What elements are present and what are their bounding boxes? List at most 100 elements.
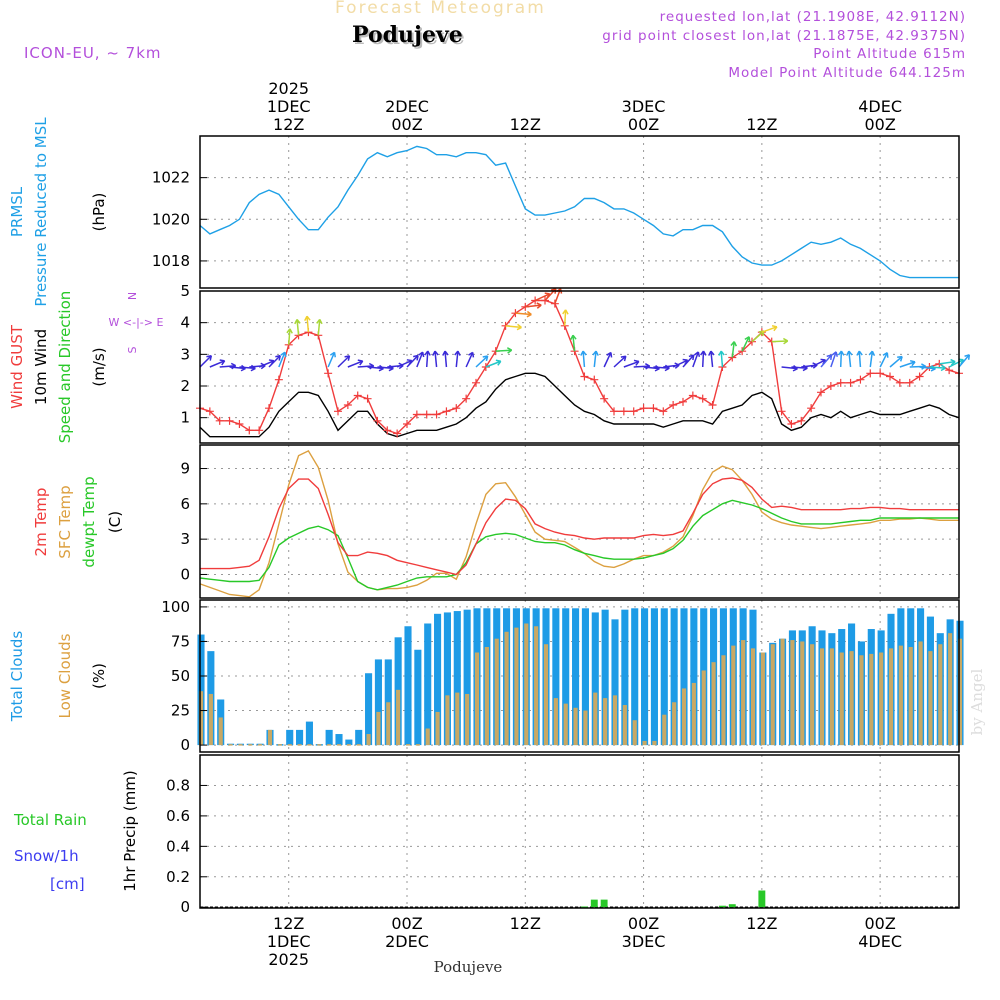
wind-arrow xyxy=(525,304,542,308)
total-cloud-bar xyxy=(690,608,698,746)
wind-arrow xyxy=(948,359,964,368)
gust-marker xyxy=(481,363,490,371)
gust-marker xyxy=(265,404,273,413)
low-cloud-bar xyxy=(356,744,361,746)
wind-arrow-head xyxy=(206,354,213,361)
low-cloud-bar xyxy=(376,711,381,746)
wind-arrow xyxy=(958,354,970,368)
low-cloud-bar xyxy=(524,623,529,746)
y-axis-unit: (m/s) xyxy=(90,347,108,386)
gust-marker xyxy=(787,420,796,428)
wind-arrow xyxy=(623,360,640,368)
total-cloud-bar xyxy=(335,734,343,746)
model-label: ICON-EU, ~ 7km xyxy=(24,44,162,62)
low-cloud-bar xyxy=(396,689,401,746)
wind-arrow xyxy=(741,336,750,352)
gust-marker xyxy=(215,416,224,425)
gust-marker xyxy=(550,299,559,308)
low-cloud-bar xyxy=(681,688,687,746)
dewpt-temp-line xyxy=(199,499,959,591)
low-cloud-bar xyxy=(287,744,292,746)
gust-marker xyxy=(580,372,589,381)
gust-marker xyxy=(334,407,342,416)
total-cloud-bar xyxy=(680,608,688,746)
wind-arrow-head xyxy=(562,309,569,315)
gust-marker xyxy=(905,378,914,387)
wind-arrow xyxy=(839,350,843,368)
wind-arrow xyxy=(633,365,650,368)
wind-arrow xyxy=(919,366,936,370)
gust-marker xyxy=(353,391,362,400)
top-time-label: 00Z xyxy=(628,115,659,134)
bottom-time-label: 12Z xyxy=(510,914,541,933)
total-cloud-bar xyxy=(414,649,422,746)
compass-south: S xyxy=(126,346,139,353)
wind-arrow xyxy=(475,355,489,368)
low-cloud-bar xyxy=(425,728,430,746)
low-cloud-bar xyxy=(918,641,923,746)
rain-bar xyxy=(718,905,726,908)
gust-marker xyxy=(590,375,599,384)
y-tick-label: 75 xyxy=(171,632,190,650)
y-axis-title: PRMSL xyxy=(8,186,26,237)
gust-marker xyxy=(836,378,845,387)
total-cloud-bar xyxy=(305,721,313,746)
sfc-temp-line xyxy=(199,449,959,598)
low-cloud-bar xyxy=(839,652,844,746)
wind-arrow-head xyxy=(424,350,431,356)
top-time-label: 4DEC xyxy=(858,97,902,116)
total-cloud-bar xyxy=(562,608,570,746)
low-cloud-bar xyxy=(632,720,637,746)
wind-arrow xyxy=(731,341,735,358)
low-cloud-bar xyxy=(198,691,204,746)
wind-arrow-head xyxy=(845,350,853,356)
wind-arrow-head xyxy=(606,351,613,358)
wind-arrow-head xyxy=(837,350,845,356)
rain-bar xyxy=(590,899,598,908)
wind-arrow-head xyxy=(831,351,838,357)
wind-arrow xyxy=(327,352,336,368)
total-cloud-bar xyxy=(621,609,629,746)
low-cloud-bar xyxy=(741,640,746,746)
wind-arrow xyxy=(869,351,874,368)
wind-arrow-head xyxy=(570,334,577,341)
gust-marker xyxy=(600,394,609,403)
low-cloud-bar xyxy=(218,717,223,746)
wind-arrow-head xyxy=(782,337,789,345)
gust-marker xyxy=(393,429,402,438)
low-cloud-bar xyxy=(711,662,716,746)
gust-marker xyxy=(452,404,461,413)
bottom-time-label: 3DEC xyxy=(622,932,666,951)
low-cloud-bar xyxy=(810,644,815,746)
wind-arrow-head xyxy=(329,351,337,358)
low-cloud-bar xyxy=(928,651,933,746)
wind-arrow xyxy=(701,350,705,368)
wind-arrow-head xyxy=(357,359,364,366)
wind-arrow-head xyxy=(418,351,425,358)
bottom-time-label: 2DEC xyxy=(385,932,429,951)
wind-arrow-head xyxy=(294,318,301,325)
low-cloud-bar xyxy=(317,744,322,746)
snow-label: Snow/1h xyxy=(14,847,79,865)
gust-marker xyxy=(619,407,628,416)
top-time-label: 12Z xyxy=(746,115,777,134)
low-cloud-bar xyxy=(750,648,756,746)
gust-marker xyxy=(274,375,283,384)
gust-marker xyxy=(442,407,451,416)
top-time-label: 1DEC xyxy=(267,97,311,116)
low-cloud-bar xyxy=(465,693,470,746)
total-cloud-bar xyxy=(325,729,333,746)
gust-marker xyxy=(205,407,214,416)
low-cloud-bar xyxy=(405,744,411,746)
wind-arrow xyxy=(357,365,374,368)
low-cloud-bar xyxy=(534,626,539,746)
low-cloud-bar xyxy=(898,645,903,746)
wind-arrow xyxy=(347,360,363,368)
y-tick-label: 0.2 xyxy=(166,868,190,886)
low-cloud-bar xyxy=(307,744,312,746)
top-time-label: 2025 xyxy=(268,79,309,98)
wind-arrow xyxy=(505,325,522,329)
wind-arrow xyxy=(563,309,567,326)
gust-marker xyxy=(797,416,806,425)
wind-arrow xyxy=(899,361,916,368)
